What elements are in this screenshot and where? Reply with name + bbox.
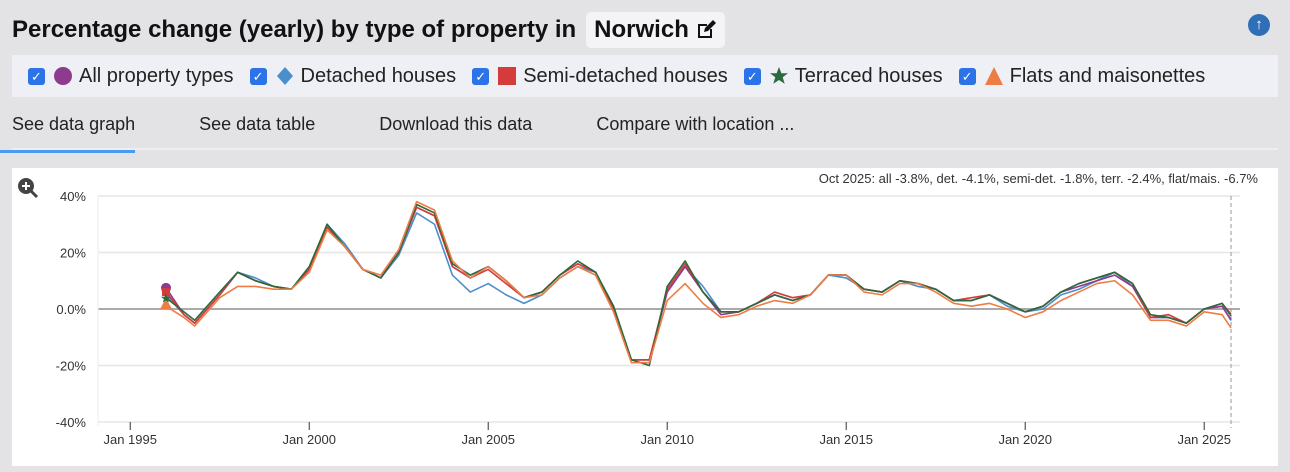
location-name: Norwich xyxy=(594,16,689,43)
start-marker xyxy=(162,288,171,297)
x-tick-label: Jan 1995 xyxy=(103,432,157,447)
legend-item[interactable]: ✓ Flats and maisonettes xyxy=(958,64,1206,88)
chart-readout: Oct 2025: all -3.8%, det. -4.1%, semi-de… xyxy=(818,171,1258,186)
tab-divider xyxy=(12,148,1278,150)
diamond-icon xyxy=(276,67,293,85)
checkbox[interactable]: ✓ xyxy=(249,67,267,85)
series-line xyxy=(165,203,1232,367)
legend-label: Flats and maisonettes xyxy=(1009,64,1206,87)
y-tick-label: -40% xyxy=(56,415,87,430)
legend-item[interactable]: ✓ All property types xyxy=(28,65,234,88)
triangle-icon xyxy=(984,67,1003,85)
checkbox[interactable]: ✓ xyxy=(472,67,490,85)
legend-label: Semi-detached houses xyxy=(523,64,728,87)
tab-see-data-graph[interactable]: See data graph xyxy=(0,112,136,153)
tab-download-data[interactable]: Download this data xyxy=(379,114,533,134)
zoom-in-icon[interactable] xyxy=(18,178,39,199)
location-selector[interactable]: Norwich xyxy=(586,12,725,48)
x-tick-label: Jan 2000 xyxy=(282,432,336,447)
square-icon xyxy=(498,67,517,85)
checkbox[interactable]: ✓ xyxy=(743,67,761,85)
start-marker: ★ xyxy=(160,291,172,306)
x-tick-label: Jan 2005 xyxy=(461,432,515,447)
x-tick-label: Jan 2020 xyxy=(998,432,1052,447)
x-tick-label: Jan 2015 xyxy=(819,432,873,447)
tab-bar: See data graph See data table Download t… xyxy=(0,112,1278,153)
line-chart[interactable]: 40% 20% 0.0% -20% -40% Jan 1995 Jan 2000 Jan 20… xyxy=(12,168,1278,466)
y-tick-label: 20% xyxy=(60,246,86,261)
y-tick-label: -20% xyxy=(56,359,87,374)
legend-label: Detached houses xyxy=(300,64,457,87)
tab-see-data-table[interactable]: See data table xyxy=(199,114,316,134)
chart-panel: Oct 2025: all -3.8%, det. -4.1%, semi-de… xyxy=(12,168,1278,466)
tab-compare-location[interactable]: Compare with location ... xyxy=(596,114,795,134)
legend-label: All property types xyxy=(79,64,234,87)
circle-icon xyxy=(54,67,72,85)
series-line xyxy=(165,200,1232,364)
title-text: Percentage change (yearly) by type of pr… xyxy=(12,16,577,43)
legend-label: Terraced houses xyxy=(794,64,943,87)
legend: ✓ All property types ✓ Detached houses ✓ Semi… xyxy=(12,55,1278,97)
series-line xyxy=(165,212,1232,361)
x-tick-label: Jan 2025 xyxy=(1177,432,1231,447)
checkbox[interactable]: ✓ xyxy=(28,67,45,85)
legend-item[interactable]: ✓ Detached houses xyxy=(249,64,457,88)
star-icon xyxy=(769,67,788,84)
legend-item[interactable]: ✓ Terraced houses xyxy=(743,64,943,88)
arrow-up-icon[interactable]: ↑ xyxy=(1248,14,1270,36)
page-title: Percentage change (yearly) by type of pr… xyxy=(12,12,725,48)
legend-item[interactable]: ✓ Semi-detached houses xyxy=(472,65,728,88)
edit-icon[interactable] xyxy=(695,19,717,41)
y-tick-label: 0.0% xyxy=(56,302,86,317)
y-tick-label: 40% xyxy=(60,189,86,204)
checkbox[interactable]: ✓ xyxy=(958,67,976,85)
x-tick-label: Jan 2010 xyxy=(640,432,694,447)
start-marker xyxy=(160,298,173,310)
